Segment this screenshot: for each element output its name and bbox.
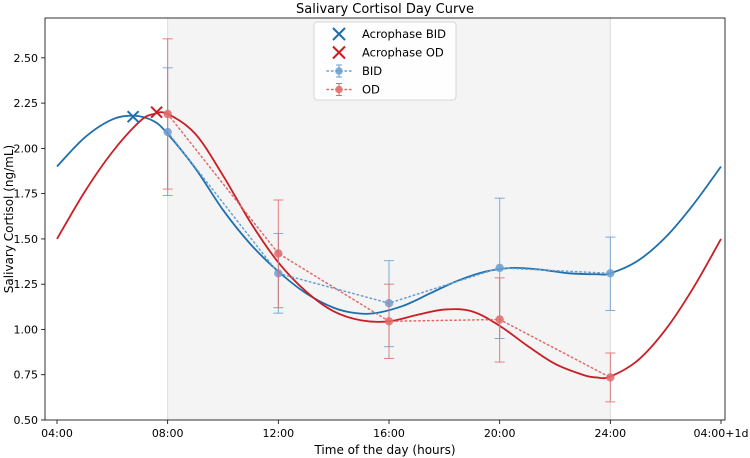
y-tick-label: 1.25 [14,278,39,291]
legend: Acrophase BID Acrophase OD BID OD [313,21,457,101]
y-tick-label: 2.50 [14,52,39,65]
data-point-od [274,249,283,258]
fit-curve-bid [56,114,722,315]
data-point-od [606,373,615,382]
x-tick-label: 20:00 [484,427,516,440]
data-point-od [384,317,394,326]
data-point-bid [606,269,615,278]
legend-label: BID [362,64,382,78]
x-tick-label: 08:00 [152,427,184,440]
data-point-bid [495,263,504,273]
legend-x-marker [332,45,346,60]
x-axis-label: Time of the day (hours) [313,443,455,457]
acrophase-marker-od [150,105,163,119]
legend-box [313,21,457,101]
legend-label: OD [362,83,380,97]
legend-item: Acrophase OD [332,45,444,60]
x-tick-label: 04:00+1d [694,427,749,440]
legend-item: OD [326,83,380,97]
x-tick-label: 12:00 [262,427,294,440]
x-tick-label: 16:00 [373,427,405,440]
plot-frame [44,17,726,421]
y-tick-label: 2.00 [14,142,39,155]
y-tick-label: 0.75 [14,369,39,382]
axes-layer: 0.50 0.75 1.00 1.25 1.50 1.75 2.00 2.25 2.50 04:0… [14,52,749,440]
y-tick-label: 0.50 [14,414,39,427]
legend-item: BID [326,64,382,78]
series-layer [162,38,616,403]
chart-title: Salivary Cortisol Day Curve [296,2,474,17]
y-tick-label: 1.75 [14,188,39,201]
y-tick-label: 2.25 [14,97,39,110]
legend-x-marker [332,27,346,41]
legend-circle-marker [335,85,343,94]
legend-circle-marker [335,67,343,75]
legend-item: Acrophase BID [332,27,446,41]
x-tick-label: 24:00 [594,427,626,440]
legend-label: Acrophase OD [362,46,444,60]
legend-label: Acrophase BID [362,27,446,41]
acrophase-marker-bid [126,110,140,123]
data-point-od [495,315,504,324]
data-point-od [163,109,172,119]
y-tick-label: 1.00 [14,323,39,336]
acrophase-layer [126,105,163,123]
y-tick-label: 1.50 [14,233,39,246]
y-axis-label: Salivary Cortisol (ng/mL) [2,145,16,293]
x-tick-label: 04:00 [41,427,73,440]
